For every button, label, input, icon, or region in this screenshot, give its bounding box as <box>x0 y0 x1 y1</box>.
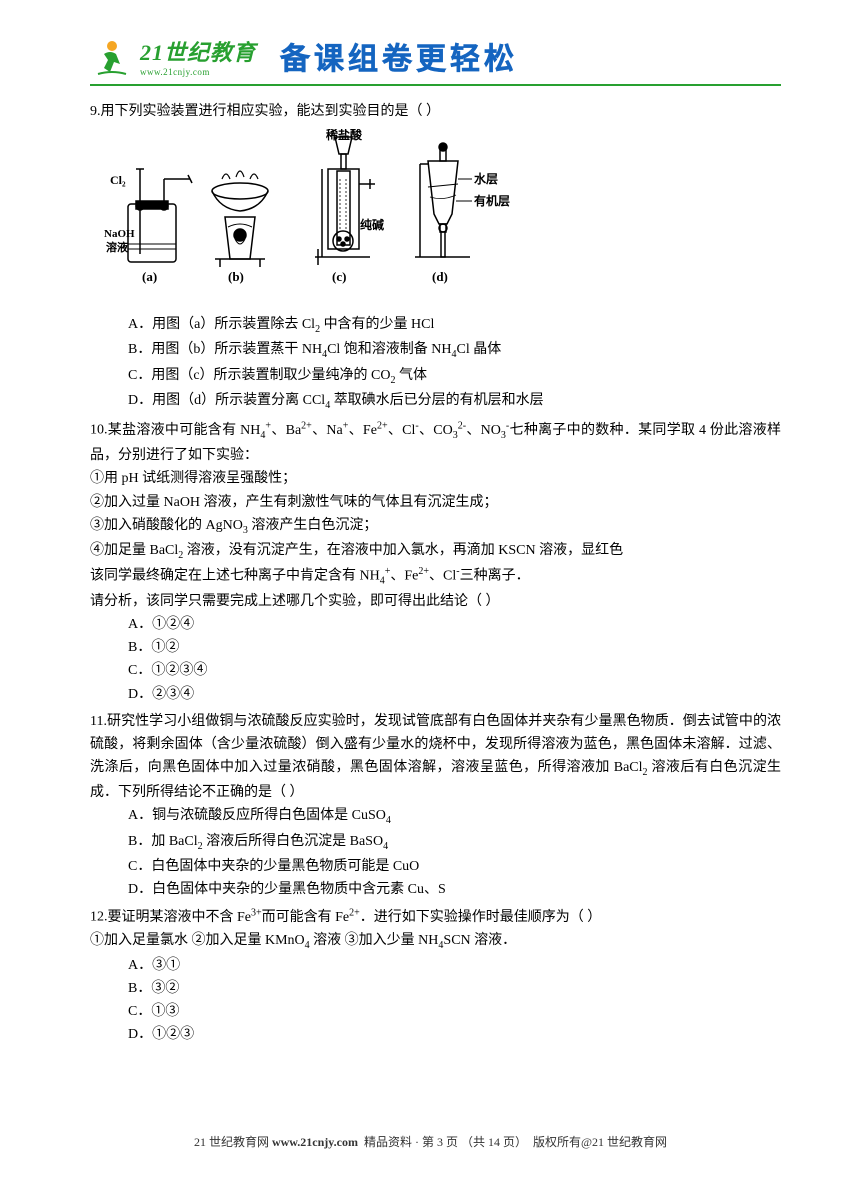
q10-number: 10. <box>90 423 108 438</box>
label-hcl: 稀盐酸 <box>326 129 363 142</box>
q12-options: A．③① B．③② C．①③ D．①②③ <box>128 954 781 1046</box>
q12-text: 要证明某溶液中不含 Fe3+而可能含有 Fe2+．进行如下实验操作时最佳顺序为（… <box>108 910 602 925</box>
q10-ask: 请分析，该同学只需要完成上述哪几个实验，即可得出此结论（ ） <box>90 590 781 613</box>
q9-diagram: Cl₂ NaOH 溶液 (a) (b) <box>100 129 520 299</box>
q9-opt-d: D．用图（d）所示装置分离 CCl4 萃取碘水后已分层的有机层和水层 <box>128 389 781 414</box>
q11-opt-b: B．加 BaCl2 溶液后所得白色沉淀是 BaSO4 <box>128 830 781 855</box>
q10-opt-c: C．①②③④ <box>128 659 781 682</box>
q12-stem: 12.要证明某溶液中不含 Fe3+而可能含有 Fe2+．进行如下实验操作时最佳顺… <box>90 905 781 929</box>
question-12: 12.要证明某溶液中不含 Fe3+而可能含有 Fe2+．进行如下实验操作时最佳顺… <box>90 905 781 1046</box>
label-d: (d) <box>432 269 448 284</box>
q11-opt-d: D．白色固体中夹杂的少量黑色物质中含元素 Cu、S <box>128 878 781 901</box>
q9-opt-b: B．用图（b）所示装置蒸干 NH4Cl 饱和溶液制备 NH4Cl 晶体 <box>128 338 781 363</box>
q11-number: 11. <box>90 714 107 729</box>
q10-opt-b: B．①② <box>128 636 781 659</box>
footer-total: 14 <box>488 1135 500 1149</box>
logo: 21世纪教育 www.21cnjy.com <box>90 34 256 78</box>
q11-options: A．铜与浓硫酸反应所得白色固体是 CuSO4 B．加 BaCl2 溶液后所得白色… <box>128 804 781 901</box>
q10-options: A．①②④ B．①② C．①②③④ D．②③④ <box>128 613 781 705</box>
q10-sub2: ②加入过量 NaOH 溶液，产生有刺激性气味的气体且有沉淀生成； <box>90 491 781 514</box>
banner-slogan: 备课组卷更轻松 <box>280 34 518 78</box>
q11-text: 研究性学习小组做铜与浓硫酸反应实验时，发现试管底部有白色固体并夹杂有少量黑色物质… <box>90 714 781 800</box>
q10-opt-a: A．①②④ <box>128 613 781 636</box>
q10-stem: 10.某盐溶液中可能含有 NH4+、Ba2+、Na+、Fe2+、Cl-、CO32… <box>90 418 781 467</box>
label-solution: 溶液 <box>106 240 129 254</box>
label-a: (a) <box>142 269 157 284</box>
label-c: (c) <box>332 269 346 284</box>
q10-sub1: ①用 pH 试纸测得溶液呈强酸性； <box>90 467 781 490</box>
q9-text: 用下列实验装置进行相应实验，能达到实验目的是（ ） <box>101 104 441 119</box>
q10-sub4: ④加足量 BaCl2 溶液，没有沉淀产生，在溶液中加入氯水，再滴加 KSCN 溶… <box>90 539 781 564</box>
q12-opt-b: B．③② <box>128 977 781 1000</box>
logo-text: 21世纪教育 www.21cnjy.com <box>140 35 256 77</box>
q12-subs: ①加入足量氯水 ②加入足量 KMnO4 溶液 ③加入少量 NH4SCN 溶液． <box>90 929 781 954</box>
q10-sub3: ③加入硝酸酸化的 AgNO3 溶液产生白色沉淀； <box>90 514 781 539</box>
question-10: 10.某盐溶液中可能含有 NH4+、Ba2+、Na+、Fe2+、Cl-、CO32… <box>90 418 781 705</box>
q9-opt-a: A．用图（a）所示装置除去 Cl2 中含有的少量 HCl <box>128 313 781 338</box>
q12-number: 12. <box>90 910 108 925</box>
footer: 21 世纪教育网 www.21cnjy.com 精品资料 · 第 3 页 （共 … <box>0 1133 861 1150</box>
label-water: 水层 <box>474 171 498 186</box>
footer-page: 3 <box>437 1135 443 1149</box>
q9-opt-c: C．用图（c）所示装置制取少量纯净的 CO2 气体 <box>128 364 781 389</box>
logo-sub: www.21cnjy.com <box>140 67 256 77</box>
header-banner: 21世纪教育 www.21cnjy.com 备课组卷更轻松 <box>90 28 781 86</box>
q12-opt-a: A．③① <box>128 954 781 977</box>
footer-brand: 21 世纪教育网 <box>194 1135 269 1149</box>
label-soda: 纯碱 <box>360 217 384 232</box>
runner-icon <box>90 34 134 78</box>
label-naoh: NaOH <box>104 228 135 240</box>
footer-site: www.21cnjy.com <box>272 1135 358 1149</box>
q11-opt-a: A．铜与浓硫酸反应所得白色固体是 CuSO4 <box>128 804 781 829</box>
label-cl2: Cl₂ <box>110 173 126 187</box>
q11-opt-c: C．白色固体中夹杂的少量黑色物质可能是 CuO <box>128 855 781 878</box>
footer-end: 页） <box>503 1135 527 1149</box>
q9-options: A．用图（a）所示装置除去 Cl2 中含有的少量 HCl B．用图（b）所示装置… <box>128 313 781 414</box>
q10-text: 某盐溶液中可能含有 NH4+、Ba2+、Na+、Fe2+、Cl-、CO32-、N… <box>90 423 781 463</box>
footer-copyright: 版权所有@21 世纪教育网 <box>533 1135 667 1149</box>
q12-opt-d: D．①②③ <box>128 1023 781 1046</box>
logo-main: 21世纪教育 <box>140 35 256 67</box>
footer-mid2: 页 （共 <box>446 1135 485 1149</box>
label-b: (b) <box>228 269 244 284</box>
question-11: 11.研究性学习小组做铜与浓硫酸反应实验时，发现试管底部有白色固体并夹杂有少量黑… <box>90 710 781 901</box>
question-9: 9.用下列实验装置进行相应实验，能达到实验目的是（ ） Cl₂ NaOH 溶液 … <box>90 100 781 414</box>
q12-opt-c: C．①③ <box>128 1000 781 1023</box>
footer-mid: 精品资料 · 第 <box>364 1135 434 1149</box>
q11-stem: 11.研究性学习小组做铜与浓硫酸反应实验时，发现试管底部有白色固体并夹杂有少量黑… <box>90 710 781 805</box>
q9-stem: 9.用下列实验装置进行相应实验，能达到实验目的是（ ） <box>90 100 781 123</box>
content: 9.用下列实验装置进行相应实验，能达到实验目的是（ ） Cl₂ NaOH 溶液 … <box>90 100 781 1050</box>
q10-opt-d: D．②③④ <box>128 683 781 706</box>
q10-conclusion: 该同学最终确定在上述七种离子中肯定含有 NH4+、Fe2+、Cl-三种离子． <box>90 564 781 590</box>
label-organic: 有机层 <box>474 193 510 208</box>
q9-number: 9. <box>90 104 101 119</box>
